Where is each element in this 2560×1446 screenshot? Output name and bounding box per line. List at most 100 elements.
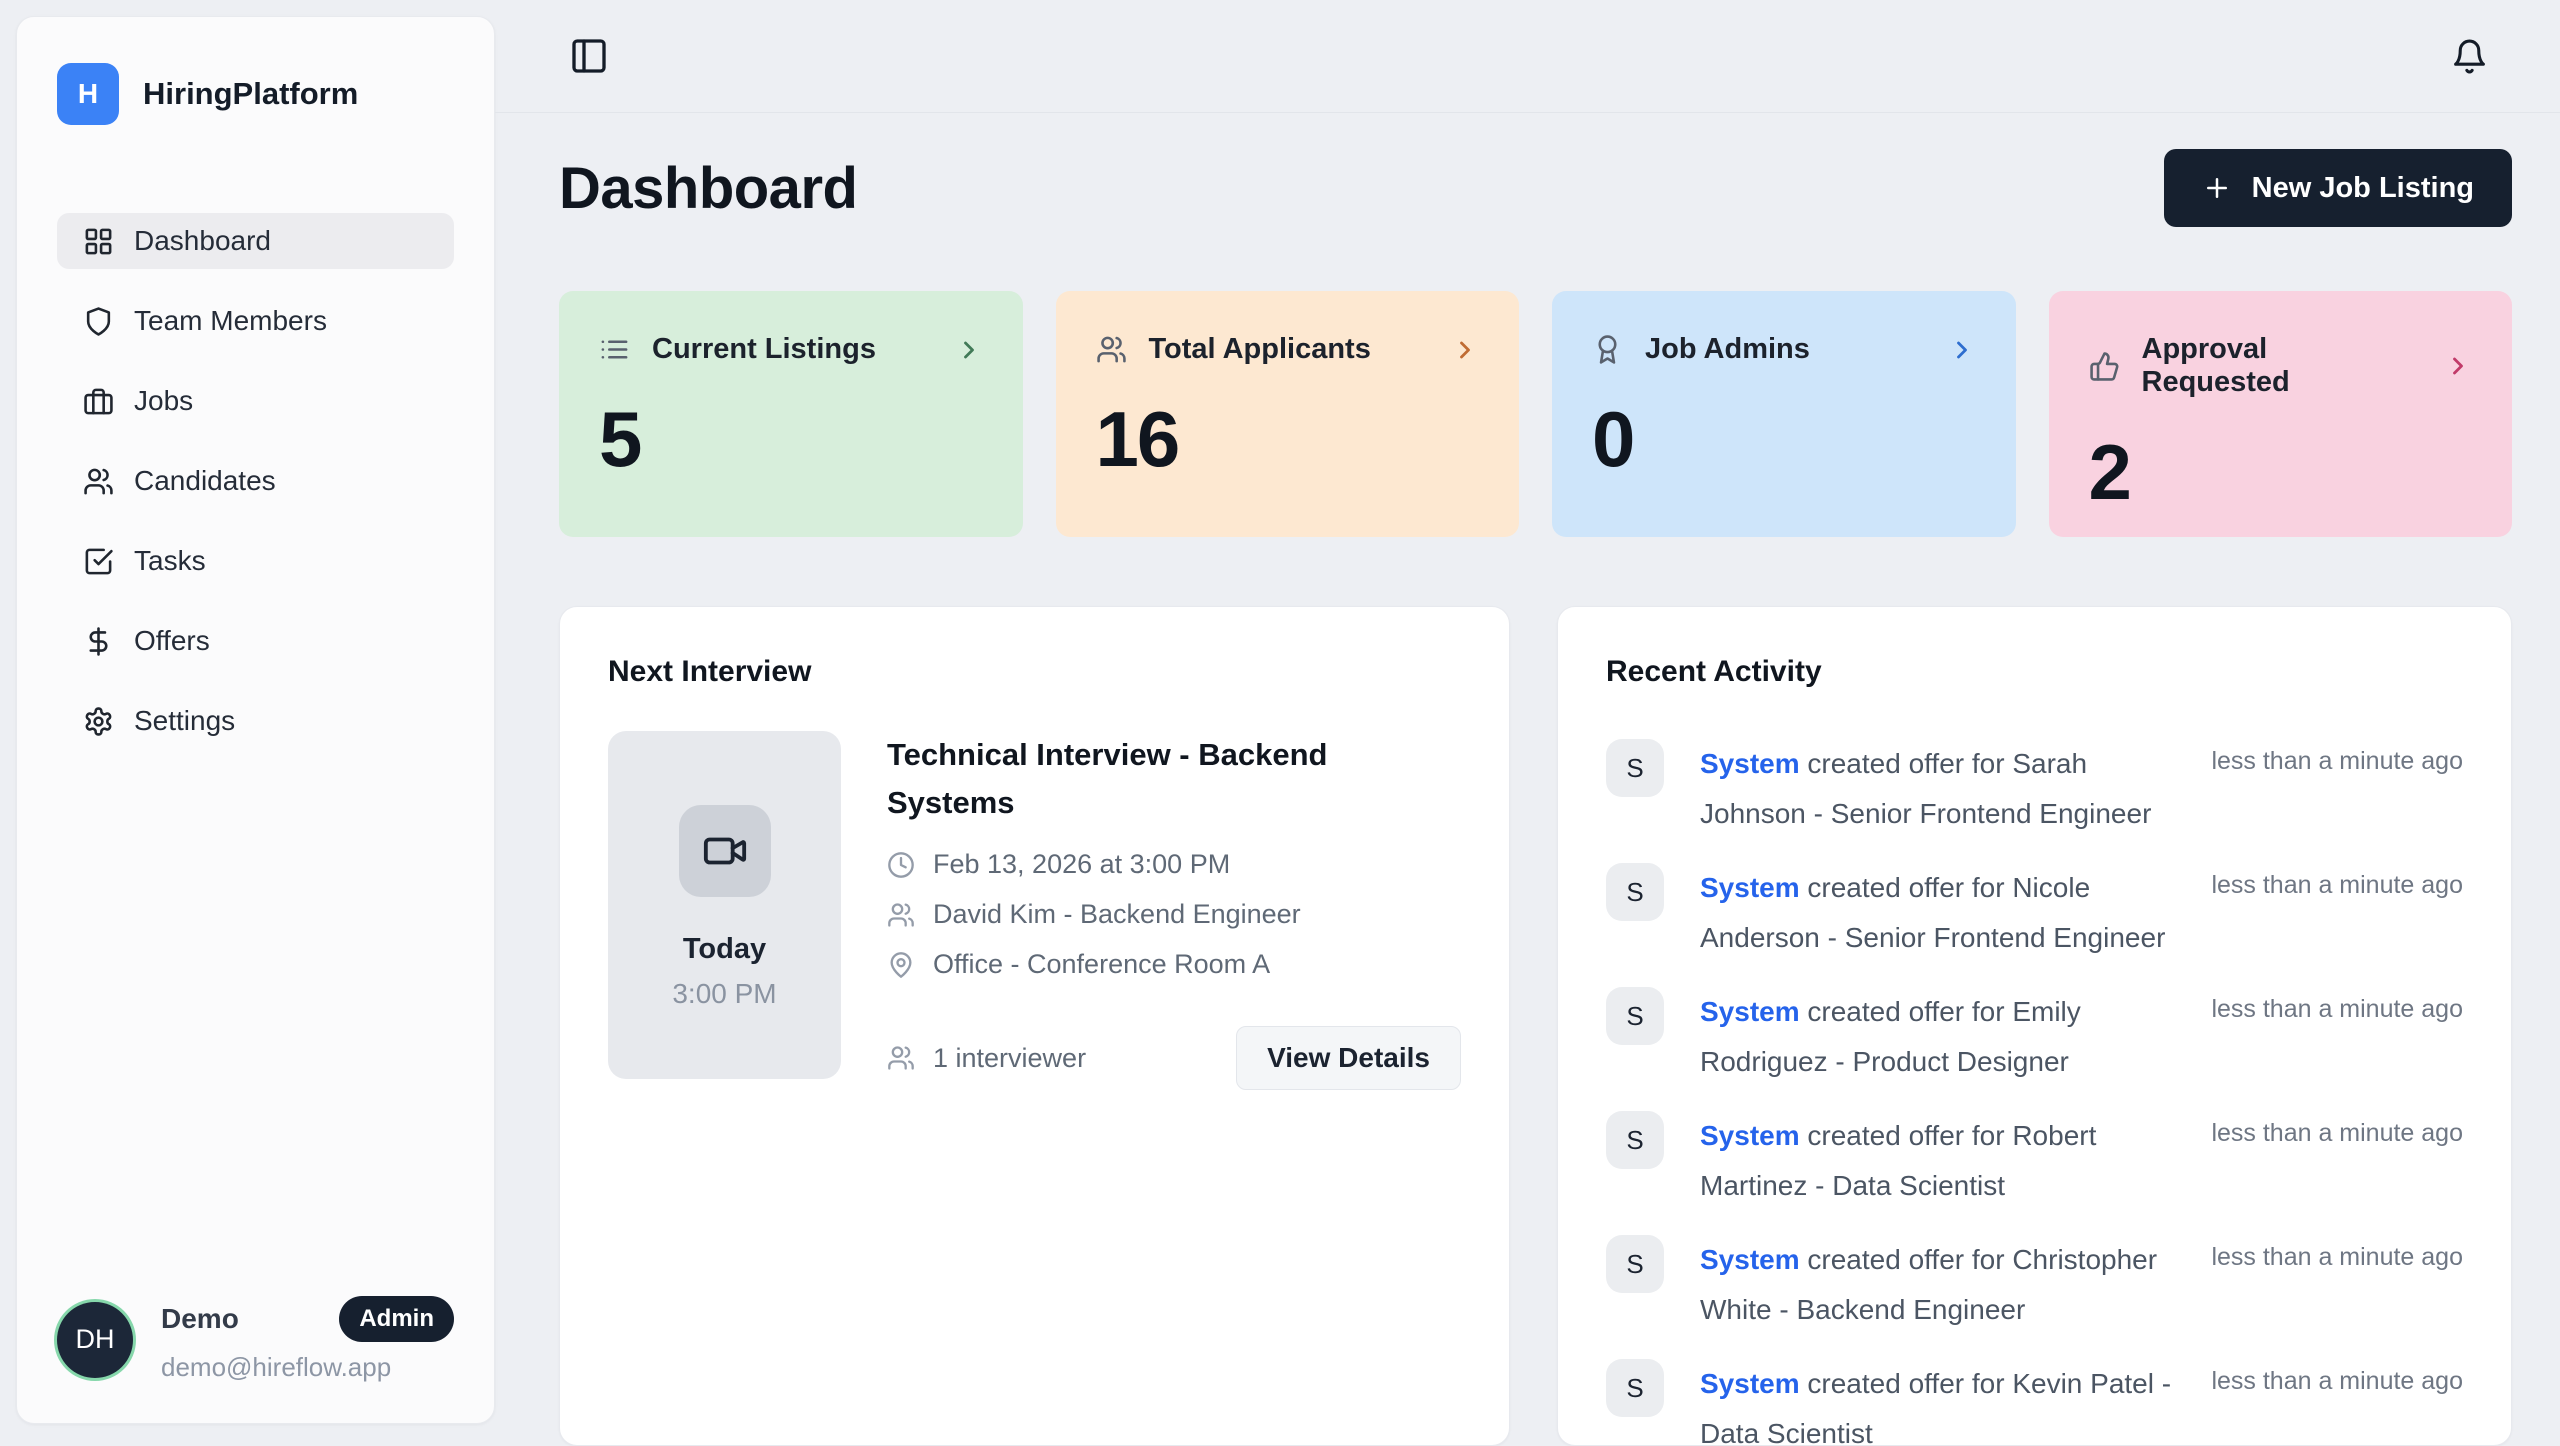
activity-actor-link[interactable]: System — [1700, 996, 1800, 1027]
sidebar-item-offers[interactable]: Offers — [57, 613, 454, 669]
stat-card-current-listings[interactable]: Current Listings 5 — [559, 291, 1023, 537]
page-header: Dashboard New Job Listing — [559, 149, 2512, 227]
users-icon — [1096, 336, 1126, 363]
interview-tile: Today 3:00 PM — [608, 731, 841, 1079]
activity-avatar: S — [1606, 739, 1664, 797]
recent-activity-card: Recent Activity S System created offer f… — [1557, 606, 2512, 1446]
new-job-listing-button[interactable]: New Job Listing — [2163, 149, 2512, 227]
sidebar-toggle-button[interactable] — [569, 36, 609, 76]
sidebar-item-tasks[interactable]: Tasks — [57, 533, 454, 589]
activity-avatar: S — [1606, 863, 1664, 921]
sidebar-item-dashboard[interactable]: Dashboard — [57, 213, 454, 269]
activity-text: created offer for Robert Martinez - Data… — [1700, 1120, 2097, 1201]
grid-icon — [85, 228, 112, 254]
sidebar-nav: Dashboard Team Members Jobs Candidates T… — [57, 213, 454, 749]
sidebar-item-jobs[interactable]: Jobs — [57, 373, 454, 429]
bottom-grid: Next Interview Today 3:00 PM Technical I… — [559, 606, 2512, 1446]
activity-item: S System created offer for Sarah Johnson… — [1606, 739, 2463, 839]
stat-value: 5 — [599, 395, 642, 483]
activity-actor-link[interactable]: System — [1700, 1368, 1800, 1399]
award-icon — [1598, 335, 1617, 364]
stat-label: Job Admins — [1645, 333, 1810, 365]
panel-left-icon — [572, 39, 606, 73]
activity-avatar: S — [1606, 1235, 1664, 1293]
stat-card-job-admins[interactable]: Job Admins 0 — [1552, 291, 2016, 537]
activity-actor-link[interactable]: System — [1700, 1120, 1800, 1151]
stat-value: 0 — [1592, 395, 1635, 483]
activity-list: S System created offer for Sarah Johnson… — [1606, 739, 2463, 1445]
stat-label: Current Listings — [652, 333, 876, 365]
activity-timestamp: less than a minute ago — [2211, 1243, 2463, 1271]
chevron-right-icon — [963, 341, 974, 358]
view-details-button[interactable]: View Details — [1236, 1026, 1461, 1091]
activity-item: S System created offer for Christopher W… — [1606, 1235, 2463, 1335]
sidebar-item-candidates[interactable]: Candidates — [57, 453, 454, 509]
activity-item: S System created offer for Robert Martin… — [1606, 1111, 2463, 1211]
stat-value: 2 — [2088, 428, 2132, 516]
shield-icon — [86, 306, 111, 336]
sidebar-item-label: Offers — [134, 625, 210, 656]
stat-label: Total Applicants — [1148, 333, 1371, 365]
sidebar-item-label: Dashboard — [134, 225, 271, 256]
chevron-right-icon — [1460, 341, 1470, 358]
stats-row: Current Listings 5 Total Applicants 16 J… — [559, 291, 2512, 537]
main-area: Dashboard New Job Listing Current Listin… — [495, 0, 2560, 1446]
role-badge: Admin — [339, 1296, 454, 1342]
app-logo: H — [57, 63, 119, 125]
notifications-button[interactable] — [2451, 38, 2488, 75]
chevron-right-icon — [1956, 341, 1967, 358]
interview-location-row: Office - Conference Room A — [887, 949, 1461, 980]
activity-avatar: S — [1606, 1111, 1664, 1169]
gear-icon — [85, 706, 112, 736]
sidebar-item-settings[interactable]: Settings — [57, 693, 454, 749]
activity-item: S System created offer for Emily Rodrigu… — [1606, 987, 2463, 1087]
brand[interactable]: H HiringPlatform — [57, 63, 454, 125]
user-email: demo@hireflow.app — [161, 1352, 392, 1382]
sidebar: H HiringPlatform Dashboard Team Members … — [16, 16, 495, 1424]
activity-actor-link[interactable]: System — [1700, 872, 1800, 903]
next-interview-card: Next Interview Today 3:00 PM Technical I… — [559, 606, 1510, 1446]
map-pin-icon — [890, 951, 912, 978]
activity-actor-link[interactable]: System — [1700, 748, 1800, 779]
activity-avatar: S — [1606, 987, 1664, 1045]
stat-value: 16 — [1095, 395, 1181, 483]
interview-day: Today — [682, 933, 767, 965]
activity-text: created offer for Emily Rodriguez - Prod… — [1700, 996, 2081, 1077]
activity-actor-link[interactable]: System — [1700, 1244, 1800, 1275]
sidebar-item-label: Candidates — [134, 465, 276, 496]
stat-label: Approval Requested — [2141, 333, 2290, 398]
dollar-icon — [89, 626, 108, 656]
users-icon — [888, 902, 914, 927]
bell-icon — [2454, 39, 2485, 73]
activity-timestamp: less than a minute ago — [2211, 1367, 2463, 1395]
avatar: DH — [57, 1301, 133, 1378]
recent-activity-title: Recent Activity — [1606, 655, 1822, 688]
activity-timestamp: less than a minute ago — [2211, 1119, 2463, 1147]
interview-person-row: David Kim - Backend Engineer — [887, 899, 1461, 930]
sidebar-item-label: Team Members — [134, 305, 327, 336]
user-info: Demo Admin demo@hireflow.app — [161, 1296, 454, 1383]
thumbs-up-icon — [2089, 351, 2118, 381]
interview-time: 3:00 PM — [672, 978, 777, 1009]
activity-timestamp: less than a minute ago — [2211, 995, 2463, 1023]
activity-text: created offer for Nicole Anderson - Seni… — [1700, 872, 2166, 953]
check-square-icon — [85, 548, 113, 574]
sidebar-item-label: Jobs — [134, 385, 194, 416]
activity-text: created offer for Sarah Johnson - Senior… — [1700, 748, 2152, 829]
next-interview-title: Next Interview — [608, 655, 812, 688]
interview-datetime-row: Feb 13, 2026 at 3:00 PM — [887, 849, 1461, 880]
page-title: Dashboard — [559, 155, 858, 221]
user-menu[interactable]: DH Demo Admin demo@hireflow.app — [57, 1296, 454, 1383]
plus-icon — [2206, 178, 2227, 198]
activity-item: S System created offer for Kevin Patel -… — [1606, 1359, 2463, 1445]
interviewer-count: 1 interviewer — [887, 1043, 1086, 1074]
interview-job-title: Technical Interview - Backend Systems — [887, 737, 1328, 821]
stat-card-total-applicants[interactable]: Total Applicants 16 — [1055, 291, 1519, 537]
list-icon — [601, 340, 628, 359]
sidebar-item-label: Settings — [134, 705, 236, 736]
app-name: HiringPlatform — [143, 76, 359, 111]
topbar — [495, 0, 2560, 113]
stat-card-approval-requested[interactable]: Approval Requested 2 — [2048, 291, 2512, 537]
sidebar-item-team-members[interactable]: Team Members — [57, 293, 454, 349]
activity-item: S System created offer for Nicole Anders… — [1606, 863, 2463, 963]
